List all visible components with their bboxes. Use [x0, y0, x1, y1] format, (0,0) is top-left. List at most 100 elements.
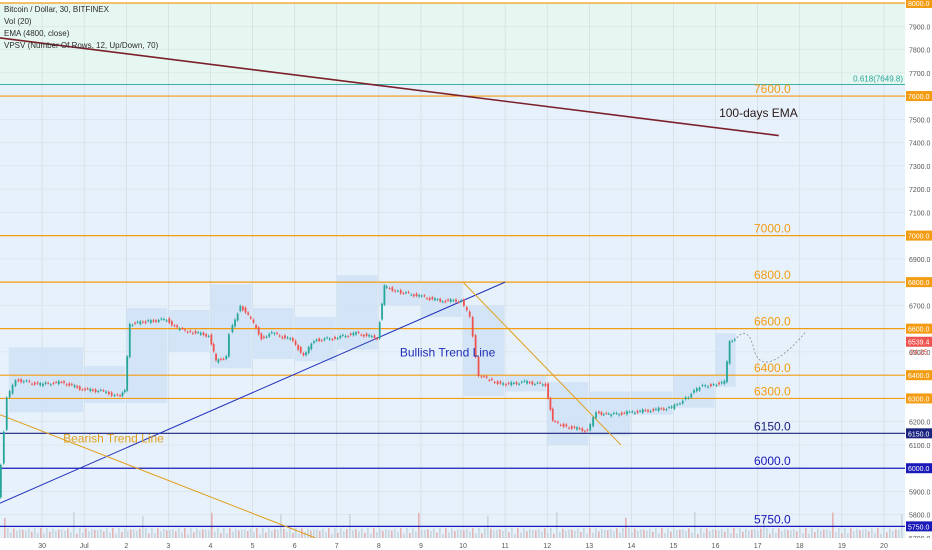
- candle-body: [86, 388, 89, 390]
- candle-body: [17, 379, 20, 382]
- volume-bar: [199, 530, 201, 538]
- volume-bar: [238, 530, 240, 538]
- candle-body: [513, 382, 515, 384]
- candle-body: [205, 334, 208, 337]
- volume-bar: [178, 528, 180, 538]
- volume-bar: [358, 531, 360, 538]
- axis-level-tag-label: 6800.0: [908, 280, 930, 287]
- axis-level-tag: [906, 230, 932, 241]
- fib-zone-background: [0, 3, 905, 85]
- volume-bar: [49, 531, 51, 538]
- volume-bar: [151, 528, 153, 538]
- candle-body: [370, 335, 373, 337]
- candle-body: [418, 294, 421, 297]
- level-label: 6600.0: [754, 315, 791, 329]
- volume-bar: [136, 530, 138, 538]
- candle-body: [368, 334, 371, 337]
- candle-body: [679, 403, 681, 405]
- candle-body: [383, 285, 386, 305]
- volume-bar: [445, 528, 447, 538]
- volume-bar: [73, 512, 75, 538]
- candle-body: [536, 382, 539, 384]
- candle-body: [483, 376, 485, 378]
- candle-body: [318, 338, 321, 341]
- volume-bar: [343, 531, 345, 538]
- candle-body: [57, 381, 60, 385]
- candle-body: [334, 336, 336, 339]
- volume-bar: [427, 529, 429, 538]
- candle-body: [547, 383, 550, 399]
- x-tick-label: 2: [124, 543, 128, 550]
- volume-bar: [277, 529, 279, 538]
- volume-bar: [367, 528, 369, 538]
- volume-bar: [778, 528, 780, 538]
- volume-bar: [808, 533, 810, 538]
- volume-bar: [157, 528, 159, 538]
- volume-bar: [244, 529, 246, 538]
- candle-body: [0, 464, 2, 498]
- volume-bar: [727, 528, 729, 538]
- candle-body: [634, 412, 636, 414]
- volume-bar: [856, 528, 858, 538]
- candle-body: [531, 381, 534, 385]
- axis-level-tag: [906, 521, 932, 532]
- annotation-label: 100-days EMA: [719, 106, 798, 120]
- axis-level-tag-label: 6600.0: [908, 327, 930, 334]
- volume-profile-box: [505, 375, 547, 392]
- candle-body: [123, 390, 126, 393]
- volume-bar: [814, 532, 816, 538]
- volume-bar: [526, 531, 528, 538]
- candle-body: [518, 383, 521, 385]
- candle-body: [607, 413, 610, 415]
- y-tick-label: 6100.0: [909, 443, 931, 450]
- volume-bar: [121, 532, 123, 538]
- trend-line: [462, 281, 622, 446]
- candle-body: [551, 408, 554, 421]
- volume-bar: [313, 529, 315, 538]
- volume-bar: [253, 532, 255, 538]
- candle-body: [257, 327, 260, 335]
- level-label: 6000.0: [754, 454, 791, 468]
- x-tick-label: 9: [419, 543, 423, 550]
- candle-body: [460, 300, 463, 302]
- candle-body: [189, 330, 192, 332]
- candle-body: [649, 411, 652, 413]
- candle-body: [586, 429, 589, 431]
- volume-bar: [775, 532, 777, 538]
- volume-bar: [580, 532, 582, 538]
- axis-level-tag: [906, 91, 932, 102]
- volume-bar: [22, 529, 24, 538]
- volume-bar: [34, 528, 36, 538]
- volume-bar: [172, 529, 174, 538]
- candle-body: [47, 382, 50, 384]
- candle-body: [247, 312, 250, 315]
- volume-bar: [307, 528, 309, 538]
- x-tick-label: 19: [838, 543, 846, 550]
- volume-bar: [841, 533, 843, 538]
- candle-body: [731, 340, 734, 342]
- candle-body: [231, 325, 234, 333]
- x-tick-label: 5: [251, 543, 255, 550]
- volume-bar: [571, 529, 573, 538]
- volume-bar: [166, 530, 168, 538]
- candle-body: [474, 335, 477, 358]
- candle-body: [578, 428, 581, 430]
- candle-body: [173, 325, 176, 327]
- volume-bar: [70, 532, 72, 538]
- volume-bar: [523, 528, 525, 538]
- candle-body: [305, 352, 307, 356]
- current-price-tag: [906, 336, 932, 347]
- candle-body: [712, 384, 715, 386]
- x-tick-label: 17: [754, 543, 762, 550]
- candle-body: [660, 408, 663, 410]
- candle-body: [199, 332, 202, 335]
- y-tick-label: 5800.0: [909, 513, 931, 520]
- candle-body: [99, 389, 102, 391]
- volume-bar: [883, 528, 885, 538]
- volume-bar: [76, 533, 78, 538]
- candle-body: [105, 391, 108, 393]
- volume-bar: [184, 528, 186, 538]
- candle-body: [339, 335, 342, 339]
- volume-bar: [28, 528, 30, 538]
